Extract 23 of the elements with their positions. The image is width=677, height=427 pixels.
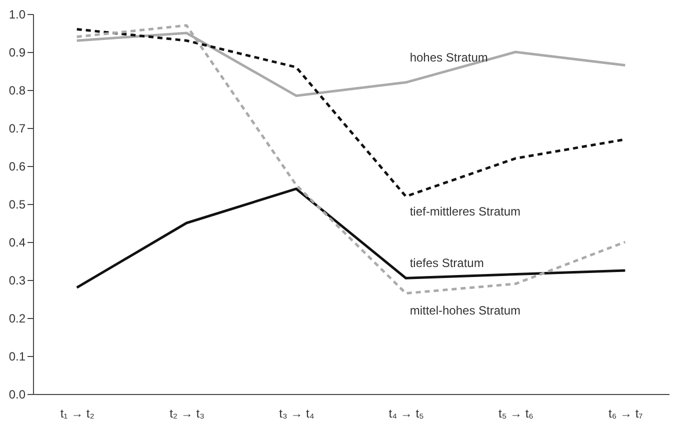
- series-label: tief-mittleres Stratum: [410, 204, 521, 218]
- y-tick-label: 1.0: [8, 8, 26, 22]
- x-tick-label: t₂ → t₃: [170, 406, 205, 420]
- y-tick-label: 0.2: [8, 312, 26, 326]
- y-tick-label: 0.3: [8, 274, 26, 288]
- y-tick-label: 0.5: [8, 198, 26, 212]
- series-label: hohes Stratum: [410, 50, 488, 64]
- x-tick-label: t₅ → t₆: [498, 406, 534, 420]
- x-tick-label: t₄ → t₅: [388, 406, 424, 420]
- x-tick-label: t₁ → t₂: [60, 406, 95, 420]
- series-label: mittel-hohes Stratum: [410, 303, 521, 318]
- line-series: [76, 24, 626, 295]
- y-tick-label: 0.9: [8, 46, 26, 60]
- x-tick-label: t₃ → t₄: [279, 406, 314, 420]
- series-label: tiefes Stratum: [410, 256, 484, 270]
- y-tick-label: 0.8: [8, 84, 26, 98]
- y-tick-label: 0.0: [8, 388, 26, 402]
- y-tick-label: 0.4: [8, 236, 26, 250]
- line-series: [76, 188, 626, 289]
- y-tick-label: 0.6: [8, 160, 26, 174]
- y-tick-label: 0.1: [8, 350, 26, 364]
- x-tick-label: t₆ → t₇: [608, 406, 643, 420]
- y-tick-label: 0.7: [8, 122, 26, 136]
